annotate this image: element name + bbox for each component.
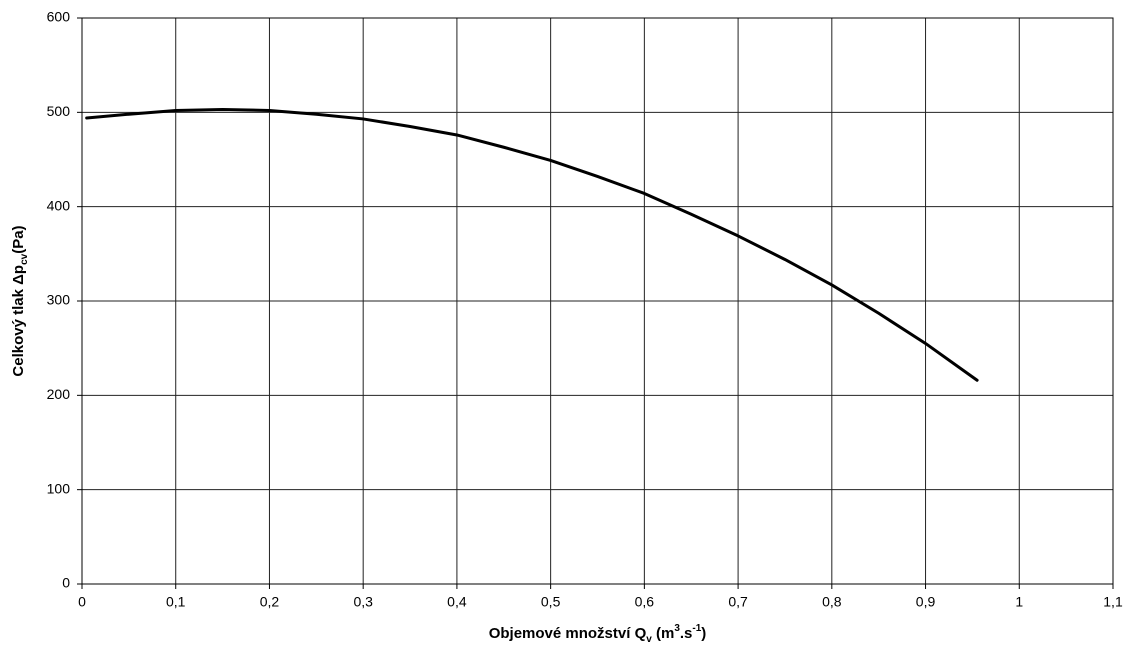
xlabel-part: ) xyxy=(701,625,706,642)
y-tick-label: 200 xyxy=(47,386,71,402)
x-tick-label: 0,8 xyxy=(822,594,842,610)
y-tick-label: 400 xyxy=(47,197,71,213)
x-tick-label: 0,7 xyxy=(728,594,748,610)
axis-label: Objemové množství Qv (m3.s-1) xyxy=(489,623,707,645)
grid xyxy=(77,17,1114,589)
y-tick-label: 100 xyxy=(47,480,71,496)
y-tick-label: 0 xyxy=(62,575,70,591)
xlabel-part: -1 xyxy=(692,623,701,634)
x-tick-label: 1 xyxy=(1015,594,1023,610)
x-tick-label: 0,5 xyxy=(541,594,561,610)
y-tick-label: 300 xyxy=(47,292,71,308)
marks xyxy=(85,108,979,382)
xlabel-part: .s xyxy=(680,625,693,642)
xlabel-part: (m xyxy=(652,625,675,642)
line-series xyxy=(85,108,979,382)
axis-label: Celkový tlak Δpcv(Pa) xyxy=(10,225,30,376)
xlabel-part: 3 xyxy=(674,623,680,634)
y-tick-label: 500 xyxy=(47,103,71,119)
ylabel-part: Celkový tlak Δp xyxy=(10,265,27,377)
x-tick-label: 0,2 xyxy=(260,594,280,610)
xlabel-part: v xyxy=(646,634,652,645)
xlabel-part: Objemové množství Q xyxy=(489,625,647,642)
x-tick-label: 1,1 xyxy=(1103,594,1123,610)
x-tick-label: 0 xyxy=(78,594,86,610)
x-tick-label: 0,6 xyxy=(635,594,655,610)
labels: 0 100 200 300 400 500 600 0 0,1 0,2 0,3 0,4 0,5 0,6 0,… xyxy=(10,9,1123,645)
plot-border xyxy=(81,17,1114,585)
ylabel-part: (Pa) xyxy=(10,225,27,253)
x-tick-label: 0,9 xyxy=(916,594,936,610)
x-tick-label: 0,3 xyxy=(353,594,373,610)
y-tick-label: 600 xyxy=(47,9,71,25)
x-tick-label: 0,1 xyxy=(166,594,186,610)
ylabel-part: cv xyxy=(19,253,30,265)
x-tick-label: 0,4 xyxy=(447,594,467,610)
